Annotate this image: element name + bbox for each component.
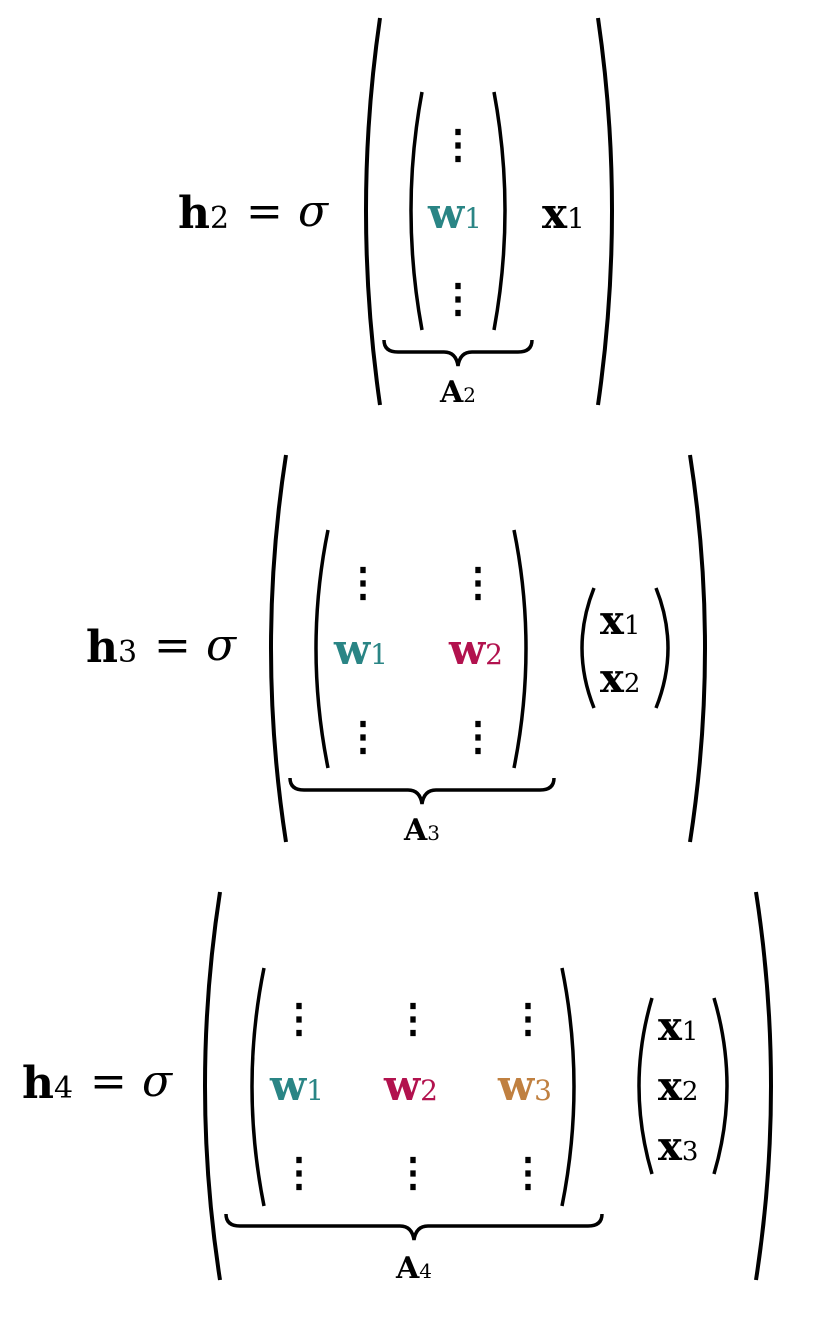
vdots: ⋮ — [508, 995, 548, 1042]
equals-sign: = — [90, 1056, 127, 1107]
brace-label-a4: A4 — [395, 1251, 432, 1286]
equation-h2: h2 = σ ⋮ w1 ⋮ x1 A2 — [178, 17, 614, 410]
brace-label-a2: A2 — [439, 375, 476, 410]
input-x2: x2 — [600, 655, 640, 702]
input-x2: x2 — [658, 1063, 698, 1110]
equals-sign: = — [154, 620, 191, 671]
input-x1: x1 — [542, 189, 585, 238]
sigma-symbol: σ — [142, 1056, 174, 1107]
column-w3: w3 — [497, 1061, 552, 1110]
input-paren-left — [580, 587, 596, 709]
lhs-h2: h2 — [178, 188, 229, 239]
vdots: ⋮ — [508, 1149, 548, 1196]
outer-paren-right — [596, 17, 614, 406]
lhs-h4: h4 — [22, 1058, 73, 1109]
input-x1: x1 — [600, 597, 640, 644]
equals-sign: = — [246, 186, 283, 237]
matrix-paren-left — [250, 967, 266, 1207]
column-w1: w1 — [333, 625, 388, 674]
matrix-paren-right — [560, 967, 576, 1207]
matrix-paren-right — [492, 91, 507, 331]
vdots: ⋮ — [279, 1149, 319, 1196]
column-w2: w2 — [383, 1061, 438, 1110]
input-paren-right — [712, 997, 729, 1175]
vdots: ⋮ — [393, 1149, 433, 1196]
outer-paren-left — [203, 891, 222, 1281]
sigma-symbol: σ — [206, 620, 238, 671]
matrix-paren-left — [409, 91, 424, 331]
column-w1: w1 — [427, 189, 482, 238]
vdots: ⋮ — [343, 559, 383, 606]
vdots: ⋮ — [458, 559, 498, 606]
input-paren-left — [637, 997, 654, 1175]
matrix-paren-right — [512, 529, 528, 769]
vdots: ⋮ — [279, 995, 319, 1042]
vdots: ⋮ — [438, 275, 478, 322]
brace-label-a3: A3 — [403, 813, 440, 848]
column-w2: w2 — [448, 625, 503, 674]
vdots: ⋮ — [458, 713, 498, 760]
vdots: ⋮ — [393, 995, 433, 1042]
outer-paren-left — [364, 17, 382, 406]
outer-paren-left — [269, 454, 288, 843]
equation-h4: h4 = σ ⋮ ⋮ ⋮ w1 w2 w3 ⋮ ⋮ ⋮ x1 x2 x3 — [22, 891, 773, 1286]
input-x1: x1 — [658, 1003, 698, 1050]
vdots: ⋮ — [438, 121, 478, 168]
underbrace — [288, 777, 556, 805]
sigma-symbol: σ — [298, 186, 330, 237]
lhs-h3: h3 — [86, 622, 137, 673]
equation-h3: h3 = σ ⋮ ⋮ w1 w2 ⋮ ⋮ x1 x2 A3 — [86, 454, 707, 848]
input-paren-right — [654, 587, 670, 709]
column-w1: w1 — [269, 1061, 324, 1110]
underbrace — [224, 1213, 604, 1241]
input-x3: x3 — [658, 1123, 698, 1170]
vdots: ⋮ — [343, 713, 383, 760]
outer-paren-right — [688, 454, 707, 843]
outer-paren-right — [754, 891, 773, 1281]
underbrace — [382, 339, 534, 367]
matrix-paren-left — [314, 529, 330, 769]
